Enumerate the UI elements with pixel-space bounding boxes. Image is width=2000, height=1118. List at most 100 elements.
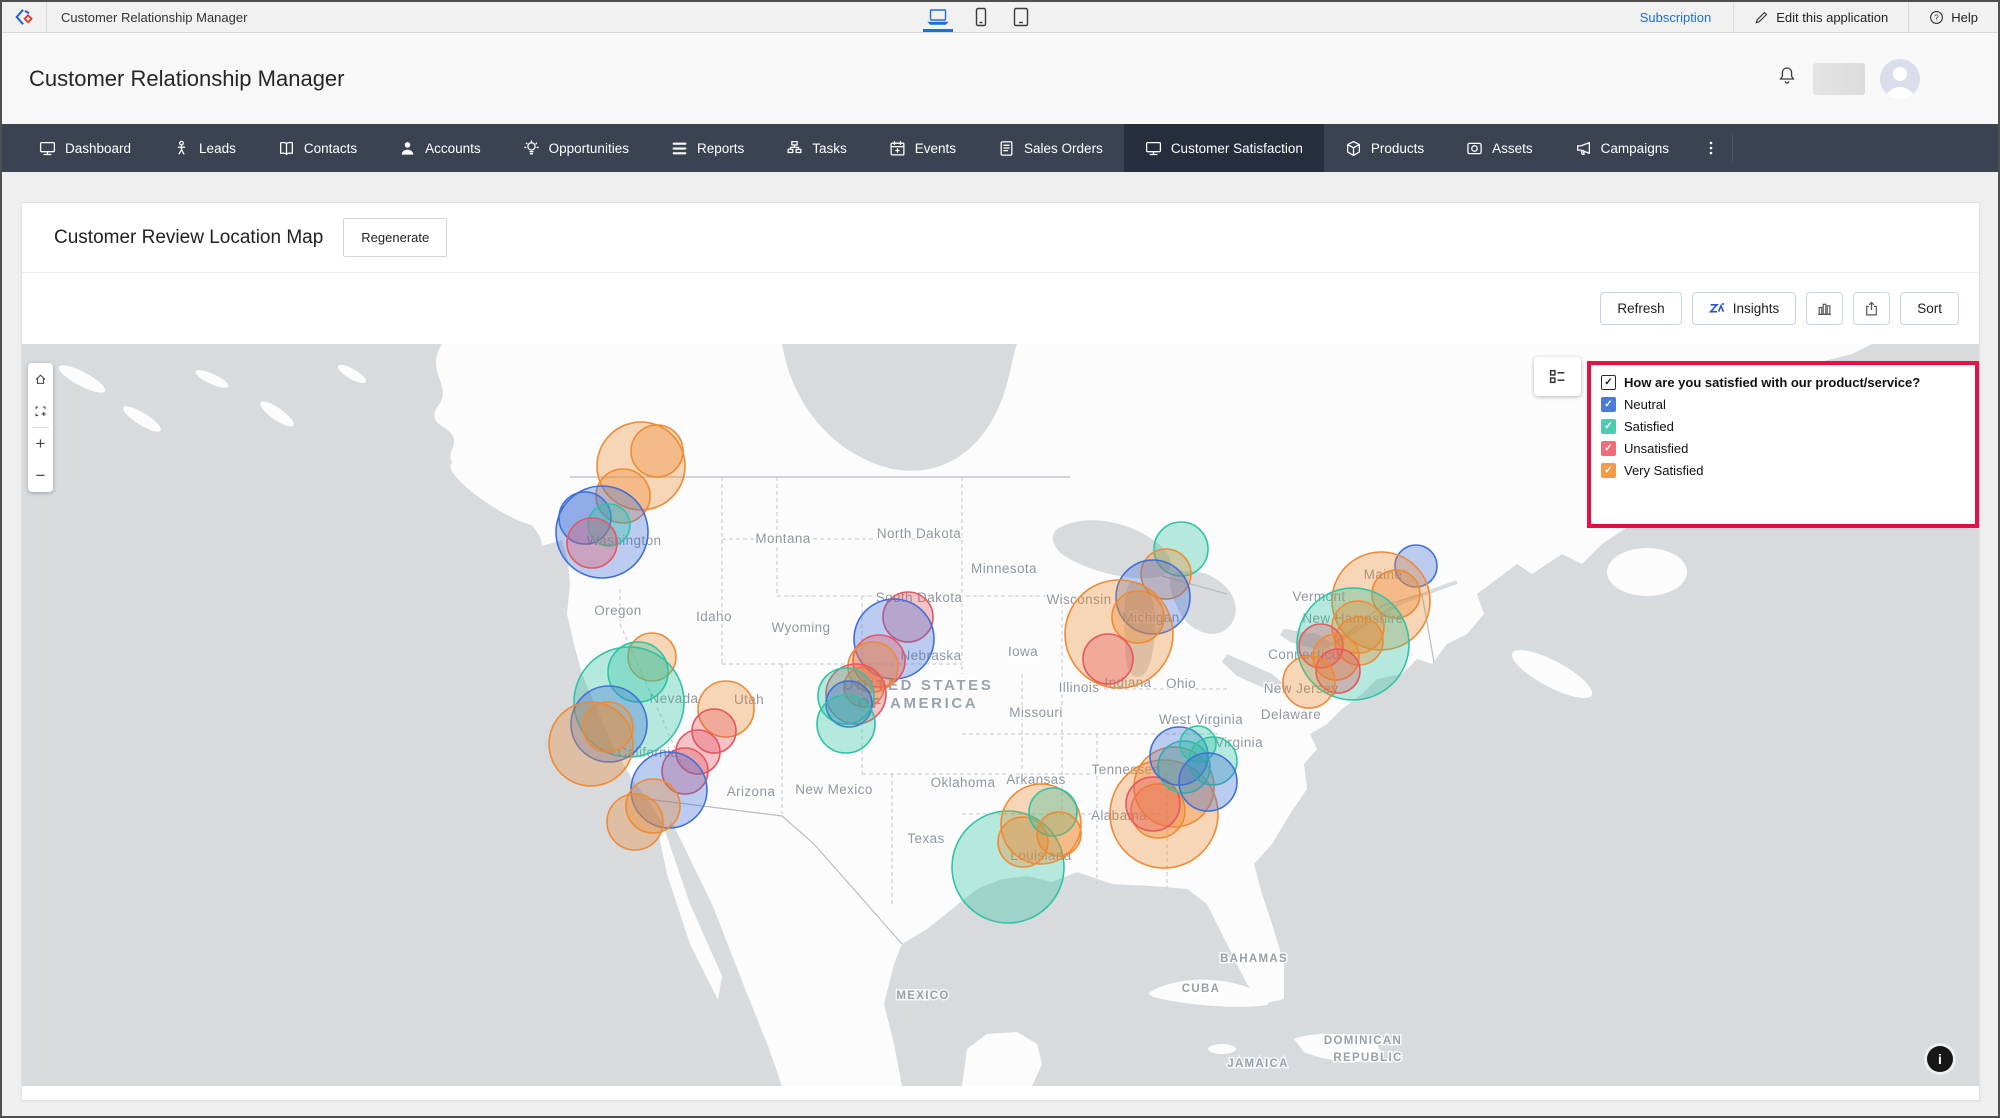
legend-item-checkbox[interactable]: ✓	[1601, 397, 1616, 412]
map-home-button[interactable]	[28, 363, 53, 395]
report-toolbar: Refresh Insights	[22, 273, 1979, 344]
nav-item-contacts[interactable]: Contacts	[257, 124, 378, 172]
avatar[interactable]	[1880, 59, 1920, 99]
sort-button[interactable]: Sort	[1900, 292, 1959, 325]
nav-item-campaigns[interactable]: Campaigns	[1554, 124, 1690, 172]
regenerate-button[interactable]: Regenerate	[343, 218, 447, 257]
nav-item-leads[interactable]: Leads	[152, 124, 257, 172]
document-icon	[998, 140, 1015, 157]
book-icon	[278, 140, 295, 157]
bubble-very-satisfied[interactable]	[631, 425, 683, 477]
bubble-neutral[interactable]	[1179, 753, 1237, 811]
tablet-preview-icon[interactable]	[1013, 2, 1029, 32]
creator-logo-icon[interactable]	[2, 2, 46, 32]
zia-icon	[1709, 300, 1726, 317]
legend-item-unsatisfied: ✓ Unsatisfied	[1601, 441, 1965, 456]
legend-question-checkbox[interactable]: ✓	[1601, 375, 1616, 390]
legend-item-very-satisfied: ✓Very Satisfied	[1601, 463, 1965, 478]
org-icon	[786, 140, 803, 157]
map-label-country: MEXICO	[896, 990, 949, 1002]
map-fit-bounds-button[interactable]	[28, 395, 53, 427]
zia-insights-button[interactable]: Insights	[1692, 292, 1797, 325]
home-icon	[34, 372, 47, 387]
nav-item-reports[interactable]: Reports	[650, 124, 765, 172]
nav-item-tasks[interactable]: Tasks	[765, 124, 868, 172]
main-navigation: Dashboard Leads Contacts Accounts Opportunit…	[2, 124, 1998, 172]
nav-overflow-kebab-icon[interactable]	[1690, 124, 1732, 172]
nav-item-assets[interactable]: Assets	[1445, 124, 1554, 172]
cube-icon	[1345, 140, 1362, 157]
nav-item-label: Sales Orders	[1024, 141, 1103, 156]
map-label-state: Idaho	[696, 609, 732, 624]
nav-item-label: Assets	[1492, 141, 1533, 156]
map-label-state: Iowa	[1008, 644, 1038, 659]
map-label-country: DOMINICAN	[1324, 1035, 1402, 1047]
nav-item-events[interactable]: Events	[868, 124, 977, 172]
bubble-very-satisfied[interactable]	[1283, 656, 1335, 708]
topbar-right: Subscription Edit this application ? Hel…	[1618, 2, 1998, 32]
nav-item-label: Contacts	[304, 141, 357, 156]
share-export-icon	[1863, 300, 1880, 317]
map-zoom-out-button[interactable]: −	[28, 460, 53, 492]
app-header: Customer Relationship Manager	[2, 33, 1998, 124]
user-name-redacted	[1813, 63, 1865, 95]
map-label-state: Arizona	[727, 784, 776, 799]
bubble-unsatisfied[interactable]	[1083, 634, 1133, 684]
desktop-preview-icon[interactable]	[927, 2, 949, 32]
list-icon	[671, 140, 688, 157]
refresh-button[interactable]: Refresh	[1600, 292, 1681, 325]
nav-item-label: Events	[915, 141, 956, 156]
edit-application-button[interactable]: Edit this application	[1734, 2, 1908, 32]
map-label-country: JAMAICA	[1227, 1058, 1289, 1070]
system-topbar: Customer Relationship Manager Subscripti…	[2, 2, 1998, 33]
subscription-link[interactable]: Subscription	[1618, 10, 1734, 25]
map-zoom-in-button[interactable]: +	[28, 428, 53, 460]
legend-item-label: Unsatisfied	[1624, 441, 1688, 456]
map-info-button[interactable]: i	[1927, 1046, 1953, 1072]
nav-item-accounts[interactable]: Accounts	[378, 124, 502, 172]
bubble-unsatisfied[interactable]	[567, 518, 617, 568]
help-button[interactable]: ? Help	[1909, 2, 1998, 32]
bubble-very-satisfied[interactable]	[583, 702, 633, 752]
nav-item-sales-orders[interactable]: Sales Orders	[977, 124, 1124, 172]
fit-bounds-icon	[34, 404, 47, 419]
legend-question-label: How are you satisfied with our product/s…	[1624, 375, 1920, 390]
nav-items: Dashboard Leads Contacts Accounts Opportunit…	[18, 124, 1690, 172]
phone-preview-icon[interactable]	[975, 2, 987, 32]
chart-view-button[interactable]	[1806, 292, 1843, 325]
map-label-state: Ohio	[1166, 676, 1196, 691]
legend-toggle-button[interactable]	[1534, 357, 1581, 396]
help-icon: ?	[1929, 10, 1944, 25]
nav-item-label: Reports	[697, 141, 744, 156]
nav-item-label: Accounts	[425, 141, 481, 156]
report-title-row: Customer Review Location Map Regenerate	[22, 203, 1979, 273]
legend-item-checkbox[interactable]: ✓	[1601, 463, 1616, 478]
map-label-state: Oregon	[594, 603, 641, 618]
topbar-app-title: Customer Relationship Manager	[61, 10, 247, 25]
bubble-satisfied[interactable]	[817, 695, 875, 753]
nav-item-dashboard[interactable]: Dashboard	[18, 124, 152, 172]
map-label-state: Wyoming	[772, 620, 831, 635]
page-background: Customer Review Location Map Regenerate …	[2, 172, 1998, 1116]
nav-item-label: Leads	[199, 141, 236, 156]
map-label-state: West Virginia	[1159, 712, 1243, 727]
legend-item-checkbox[interactable]: ✓	[1601, 419, 1616, 434]
asset-icon	[1466, 140, 1483, 157]
bubble-very-satisfied[interactable]	[1037, 812, 1081, 856]
nav-item-products[interactable]: Products	[1324, 124, 1445, 172]
nav-item-opportunities[interactable]: Opportunities	[502, 124, 650, 172]
legend-item-checkbox[interactable]: ✓	[1601, 441, 1616, 456]
legend-list-icon	[1549, 368, 1566, 385]
map-label-state: Missouri	[1009, 705, 1062, 720]
map-label-state: North Dakota	[877, 526, 961, 541]
map-canvas[interactable]: WashingtonOregonMontanaNorth DakotaMinne…	[22, 344, 1979, 1086]
bubble-very-satisfied[interactable]	[607, 794, 663, 850]
nav-item-customer-satisfaction[interactable]: Customer Satisfaction	[1124, 124, 1324, 172]
nav-item-label: Opportunities	[549, 141, 629, 156]
legend-highlight-box: ✓ How are you satisfied with our product/…	[1587, 361, 1979, 528]
export-button[interactable]	[1853, 292, 1890, 325]
map-label-country: BAHAMAS	[1220, 953, 1288, 965]
notifications-bell-icon[interactable]	[1776, 65, 1798, 92]
legend-panel: ✓ How are you satisfied with our product/…	[1591, 365, 1975, 524]
map-label-state: New Mexico	[795, 782, 873, 797]
